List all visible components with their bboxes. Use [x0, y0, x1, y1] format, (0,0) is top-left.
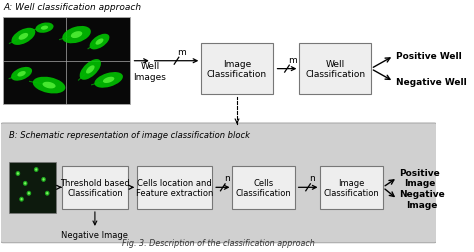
Text: Positive
Image: Positive Image: [399, 168, 440, 187]
Text: Cells
Classification: Cells Classification: [236, 178, 292, 197]
Ellipse shape: [96, 39, 103, 46]
FancyBboxPatch shape: [232, 166, 295, 209]
Ellipse shape: [33, 77, 65, 94]
Circle shape: [17, 173, 19, 175]
Ellipse shape: [86, 66, 95, 74]
Ellipse shape: [36, 23, 54, 34]
Circle shape: [24, 182, 27, 185]
FancyBboxPatch shape: [9, 162, 56, 213]
Text: Threshold based
Classification: Threshold based Classification: [60, 178, 130, 197]
FancyBboxPatch shape: [300, 44, 371, 95]
FancyBboxPatch shape: [0, 123, 438, 243]
Ellipse shape: [41, 26, 48, 30]
Circle shape: [46, 192, 48, 195]
Ellipse shape: [11, 29, 36, 46]
FancyBboxPatch shape: [62, 166, 128, 209]
Text: Well
Images: Well Images: [133, 62, 166, 82]
Circle shape: [41, 177, 46, 182]
Text: n: n: [224, 174, 229, 183]
FancyBboxPatch shape: [3, 18, 130, 105]
Text: Fig. 3. Description of the classification approach: Fig. 3. Description of the classificatio…: [122, 238, 315, 247]
Ellipse shape: [43, 82, 55, 89]
Circle shape: [34, 167, 38, 172]
Text: Negative Image: Negative Image: [62, 230, 128, 239]
Text: Image
Classification: Image Classification: [207, 60, 267, 79]
Text: Positive Well: Positive Well: [396, 52, 461, 61]
Ellipse shape: [103, 77, 114, 84]
Circle shape: [16, 171, 20, 176]
Text: n: n: [309, 174, 315, 183]
Circle shape: [35, 169, 37, 171]
Text: A: Well classification approach: A: Well classification approach: [3, 3, 141, 12]
Ellipse shape: [80, 60, 101, 80]
Circle shape: [45, 191, 49, 196]
Circle shape: [19, 197, 24, 202]
Text: Image
Classification: Image Classification: [324, 178, 380, 197]
Circle shape: [20, 198, 23, 201]
Ellipse shape: [94, 73, 123, 88]
Text: m: m: [288, 55, 297, 65]
Ellipse shape: [71, 32, 82, 39]
Text: Well
Classification: Well Classification: [305, 60, 365, 79]
FancyBboxPatch shape: [201, 44, 273, 95]
Circle shape: [23, 181, 27, 186]
Text: B: Schematic representation of image classification block: B: Schematic representation of image cla…: [9, 131, 250, 139]
Circle shape: [28, 192, 30, 195]
Ellipse shape: [18, 34, 28, 41]
Ellipse shape: [18, 72, 26, 77]
Circle shape: [27, 191, 31, 196]
Text: Cells location and
Feature extraction: Cells location and Feature extraction: [136, 178, 213, 197]
Ellipse shape: [90, 35, 109, 50]
FancyBboxPatch shape: [137, 166, 212, 209]
Text: Negative Well: Negative Well: [396, 78, 466, 87]
Ellipse shape: [62, 27, 91, 44]
Text: Negative
Image: Negative Image: [399, 190, 445, 209]
Circle shape: [43, 178, 45, 181]
FancyBboxPatch shape: [320, 166, 383, 209]
Text: m: m: [177, 48, 186, 56]
Ellipse shape: [11, 68, 32, 81]
